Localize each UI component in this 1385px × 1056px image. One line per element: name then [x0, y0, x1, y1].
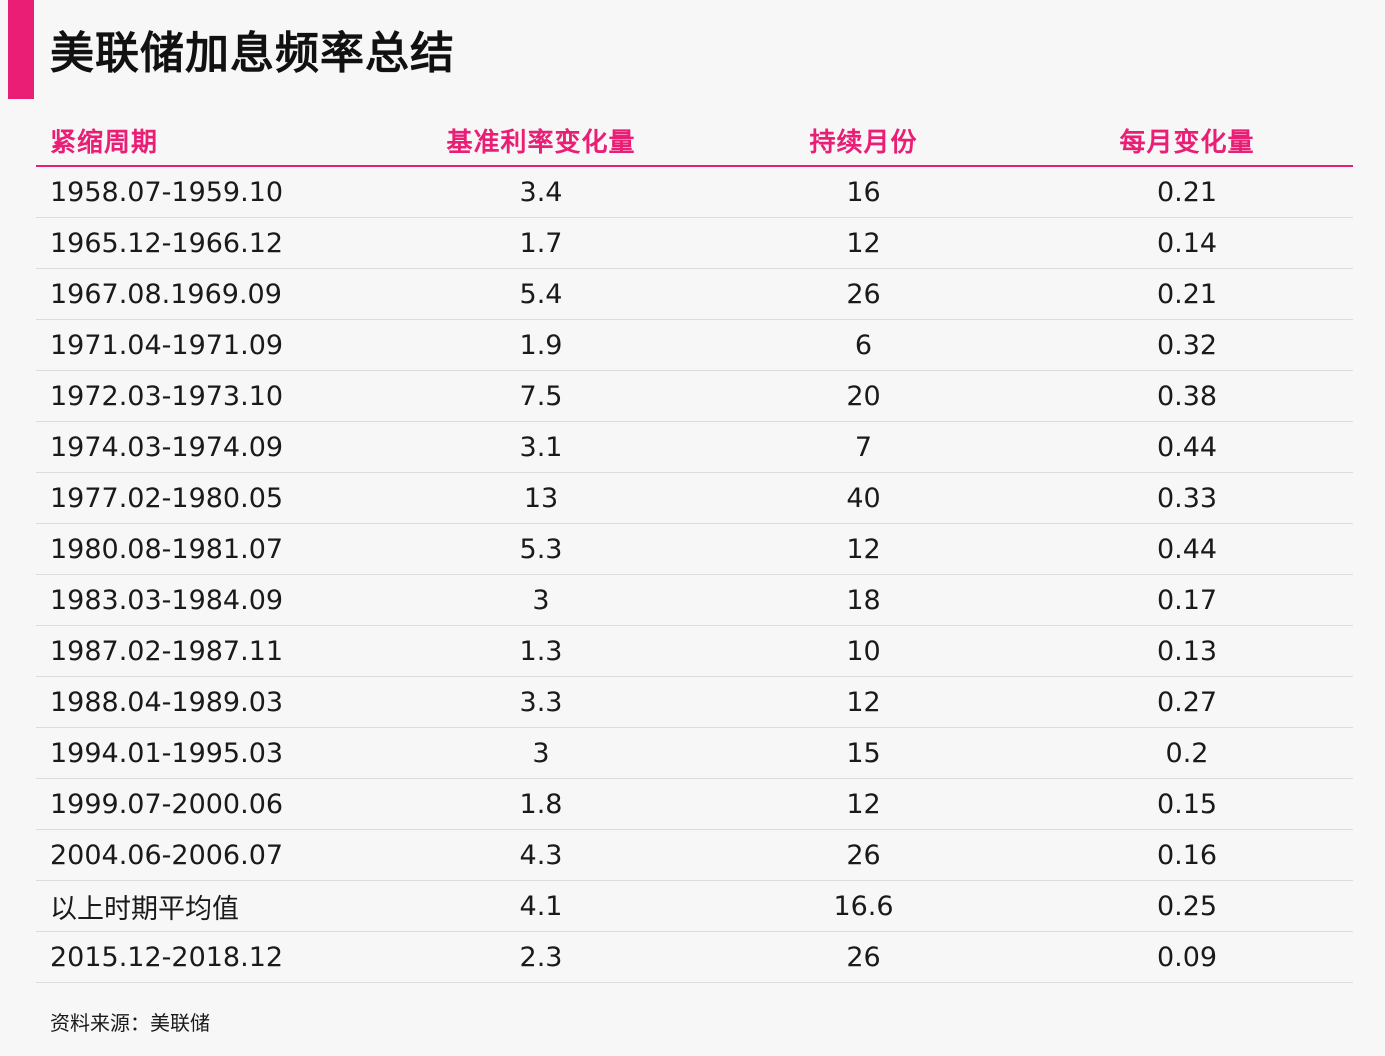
cell-months: 12 — [846, 686, 881, 718]
table-row: 1980.08-1981.07 5.3 12 0.44 — [36, 524, 1353, 575]
cell-monthly-change: 0.44 — [1156, 533, 1218, 565]
cell-period: 1987.02-1987.11 — [50, 635, 284, 667]
cell-rate-change: 13 — [523, 482, 559, 514]
cell-months: 16 — [846, 176, 881, 208]
cell-rate-change: 3 — [532, 584, 550, 616]
table-row: 1958.07-1959.10 3.4 16 0.21 — [36, 167, 1353, 218]
cell-rate-change: 1.7 — [519, 227, 563, 259]
cell-period: 1967.08.1969.09 — [50, 278, 282, 310]
cell-rate-change: 2.3 — [519, 941, 563, 973]
column-header-period: 紧缩周期 — [50, 128, 159, 158]
title-accent-bar — [8, 0, 34, 99]
cell-period: 以上时期平均值 — [50, 893, 239, 925]
cell-rate-change: 1.3 — [519, 635, 563, 667]
cell-months: 18 — [846, 584, 881, 616]
cell-months: 26 — [846, 278, 881, 310]
cell-period: 1983.03-1984.09 — [50, 584, 284, 616]
cell-rate-change: 1.8 — [519, 788, 563, 820]
cell-monthly-change: 0.21 — [1156, 176, 1218, 208]
cell-months: 20 — [846, 380, 881, 412]
page-title: 美联储加息频率总结 — [50, 28, 455, 79]
cell-monthly-change: 0.33 — [1156, 482, 1218, 514]
cell-period: 1971.04-1971.09 — [50, 329, 284, 361]
table-row: 1967.08.1969.09 5.4 26 0.21 — [36, 269, 1353, 320]
cell-rate-change: 5.3 — [519, 533, 563, 565]
cell-months: 16.6 — [833, 890, 894, 922]
cell-months: 6 — [854, 329, 873, 361]
table-row: 1983.03-1984.09 3 18 0.17 — [36, 575, 1353, 626]
cell-period: 1965.12-1966.12 — [50, 227, 284, 259]
table-header-row: 紧缩周期 基准利率变化量 持续月份 每月变化量 — [36, 116, 1353, 167]
cell-months: 40 — [846, 482, 881, 514]
cell-period: 1972.03-1973.10 — [50, 380, 284, 412]
column-header-months: 持续月份 — [809, 128, 918, 158]
table-body: 1958.07-1959.10 3.4 16 0.21 1965.12-1966.12 1… — [36, 167, 1353, 983]
cell-rate-change: 3.1 — [519, 431, 563, 463]
cell-rate-change: 3.3 — [519, 686, 563, 718]
table-row: 以上时期平均值 4.1 16.6 0.25 — [36, 881, 1353, 932]
rate-hike-table: 紧缩周期 基准利率变化量 持续月份 每月变化量 1958.07-1959.10 3… — [36, 116, 1353, 983]
cell-period: 1994.01-1995.03 — [50, 737, 284, 769]
cell-period: 1958.07-1959.10 — [50, 176, 284, 208]
cell-monthly-change: 0.21 — [1156, 278, 1218, 310]
cell-months: 26 — [846, 941, 881, 973]
source-note: 资料来源：美联储 — [50, 1011, 210, 1035]
cell-period: 1980.08-1981.07 — [50, 533, 284, 565]
cell-months: 26 — [846, 839, 881, 871]
cell-monthly-change: 0.38 — [1156, 380, 1218, 412]
table-row: 1987.02-1987.11 1.3 10 0.13 — [36, 626, 1353, 677]
cell-period: 1977.02-1980.05 — [50, 482, 284, 514]
cell-monthly-change: 0.2 — [1165, 737, 1209, 769]
cell-rate-change: 7.5 — [519, 380, 563, 412]
cell-monthly-change: 0.09 — [1156, 941, 1218, 973]
table-row: 1988.04-1989.03 3.3 12 0.27 — [36, 677, 1353, 728]
cell-monthly-change: 0.14 — [1156, 227, 1218, 259]
cell-rate-change: 5.4 — [519, 278, 563, 310]
cell-period: 1999.07-2000.06 — [50, 788, 284, 820]
cell-months: 10 — [846, 635, 881, 667]
cell-period: 1988.04-1989.03 — [50, 686, 284, 718]
cell-rate-change: 4.1 — [519, 890, 563, 922]
table-row: 2015.12-2018.12 2.3 26 0.09 — [36, 932, 1353, 983]
cell-monthly-change: 0.27 — [1156, 686, 1218, 718]
table-row: 1974.03-1974.09 3.1 7 0.44 — [36, 422, 1353, 473]
table-row: 2004.06-2006.07 4.3 26 0.16 — [36, 830, 1353, 881]
table-row: 1971.04-1971.09 1.9 6 0.32 — [36, 320, 1353, 371]
cell-months: 12 — [846, 533, 881, 565]
cell-monthly-change: 0.25 — [1156, 890, 1218, 922]
cell-monthly-change: 0.16 — [1156, 839, 1218, 871]
table-row: 1972.03-1973.10 7.5 20 0.38 — [36, 371, 1353, 422]
cell-rate-change: 1.9 — [519, 329, 563, 361]
cell-period: 2015.12-2018.12 — [50, 941, 284, 973]
table-row: 1999.07-2000.06 1.8 12 0.15 — [36, 779, 1353, 830]
cell-period: 1974.03-1974.09 — [50, 431, 284, 463]
table-row: 1994.01-1995.03 3 15 0.2 — [36, 728, 1353, 779]
cell-rate-change: 3 — [532, 737, 550, 769]
cell-months: 12 — [846, 788, 881, 820]
cell-monthly-change: 0.44 — [1156, 431, 1218, 463]
table-row: 1977.02-1980.05 13 40 0.33 — [36, 473, 1353, 524]
cell-months: 7 — [854, 431, 873, 463]
column-header-rate-change: 基准利率变化量 — [446, 128, 636, 158]
cell-months: 15 — [846, 737, 881, 769]
cell-monthly-change: 0.32 — [1156, 329, 1218, 361]
cell-rate-change: 3.4 — [519, 176, 563, 208]
cell-period: 2004.06-2006.07 — [50, 839, 284, 871]
cell-monthly-change: 0.17 — [1156, 584, 1218, 616]
table-row: 1965.12-1966.12 1.7 12 0.14 — [36, 218, 1353, 269]
cell-rate-change: 4.3 — [519, 839, 563, 871]
cell-monthly-change: 0.13 — [1156, 635, 1218, 667]
column-header-monthly-change: 每月变化量 — [1119, 128, 1255, 158]
cell-monthly-change: 0.15 — [1156, 788, 1218, 820]
cell-months: 12 — [846, 227, 881, 259]
